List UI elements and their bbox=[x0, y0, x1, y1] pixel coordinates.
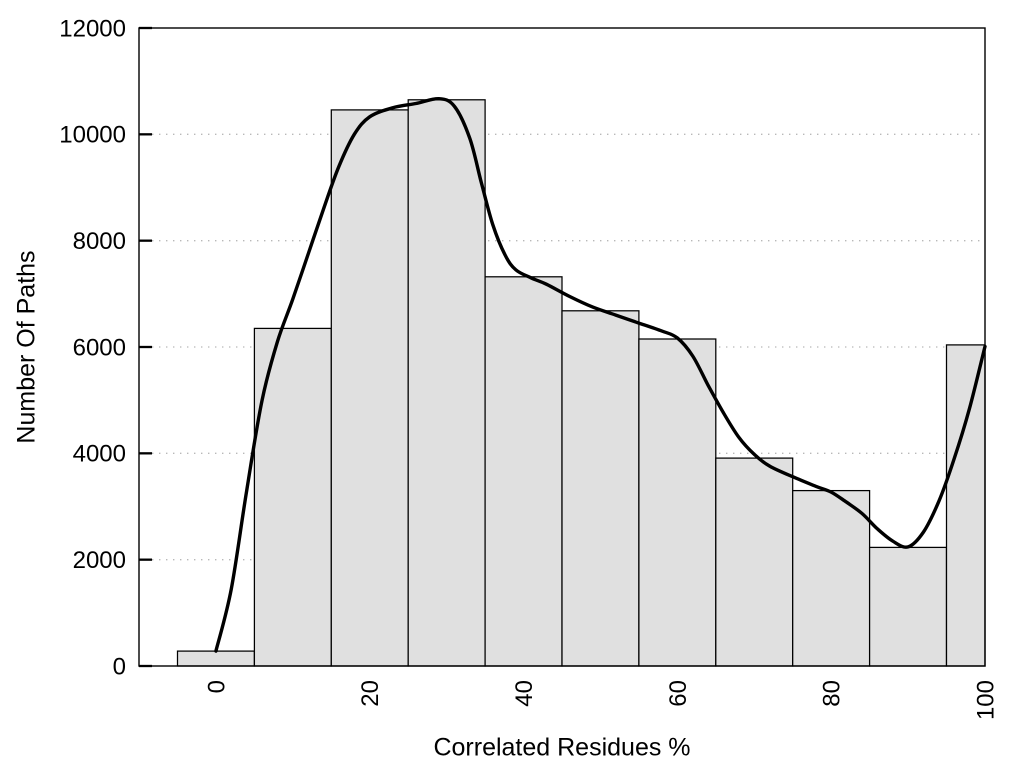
histogram-bar bbox=[176, 650, 256, 667]
x-tick-label: 60 bbox=[665, 680, 692, 707]
x-tick-label: 80 bbox=[819, 680, 846, 707]
axis-ticks-layer bbox=[139, 26, 152, 668]
histogram-bar bbox=[561, 310, 640, 667]
histogram-bars-layer bbox=[176, 99, 986, 667]
y-tick-label: 0 bbox=[113, 653, 126, 680]
histogram-bar bbox=[330, 109, 409, 667]
histogram-bar bbox=[715, 457, 794, 667]
x-tick-label: 0 bbox=[203, 680, 230, 693]
tick-labels-layer: 0 2000 4000 6000 8000 10000 12000 0 20 40 60 80 100 bbox=[59, 15, 999, 720]
histogram-bar bbox=[868, 546, 948, 667]
histogram-bar bbox=[407, 99, 486, 667]
x-tick-label: 100 bbox=[972, 680, 999, 720]
histogram-bar bbox=[638, 338, 717, 667]
y-tick-label: 8000 bbox=[73, 228, 126, 255]
x-tick-label: 40 bbox=[511, 680, 538, 707]
y-tick-label: 4000 bbox=[73, 441, 126, 468]
y-tick-label: 2000 bbox=[73, 547, 126, 574]
histogram-bar bbox=[945, 344, 986, 667]
x-axis-title: Correlated Residues % bbox=[433, 733, 691, 762]
x-tick-label: 20 bbox=[357, 680, 384, 707]
histogram-bar bbox=[484, 276, 563, 667]
y-tick-label: 10000 bbox=[59, 122, 126, 149]
y-axis-title: Number Of Paths bbox=[12, 250, 41, 444]
y-tick-label: 12000 bbox=[59, 15, 126, 42]
density-curve bbox=[214, 96, 987, 653]
histogram-bar bbox=[792, 489, 871, 667]
y-tick-label: 6000 bbox=[73, 334, 126, 361]
